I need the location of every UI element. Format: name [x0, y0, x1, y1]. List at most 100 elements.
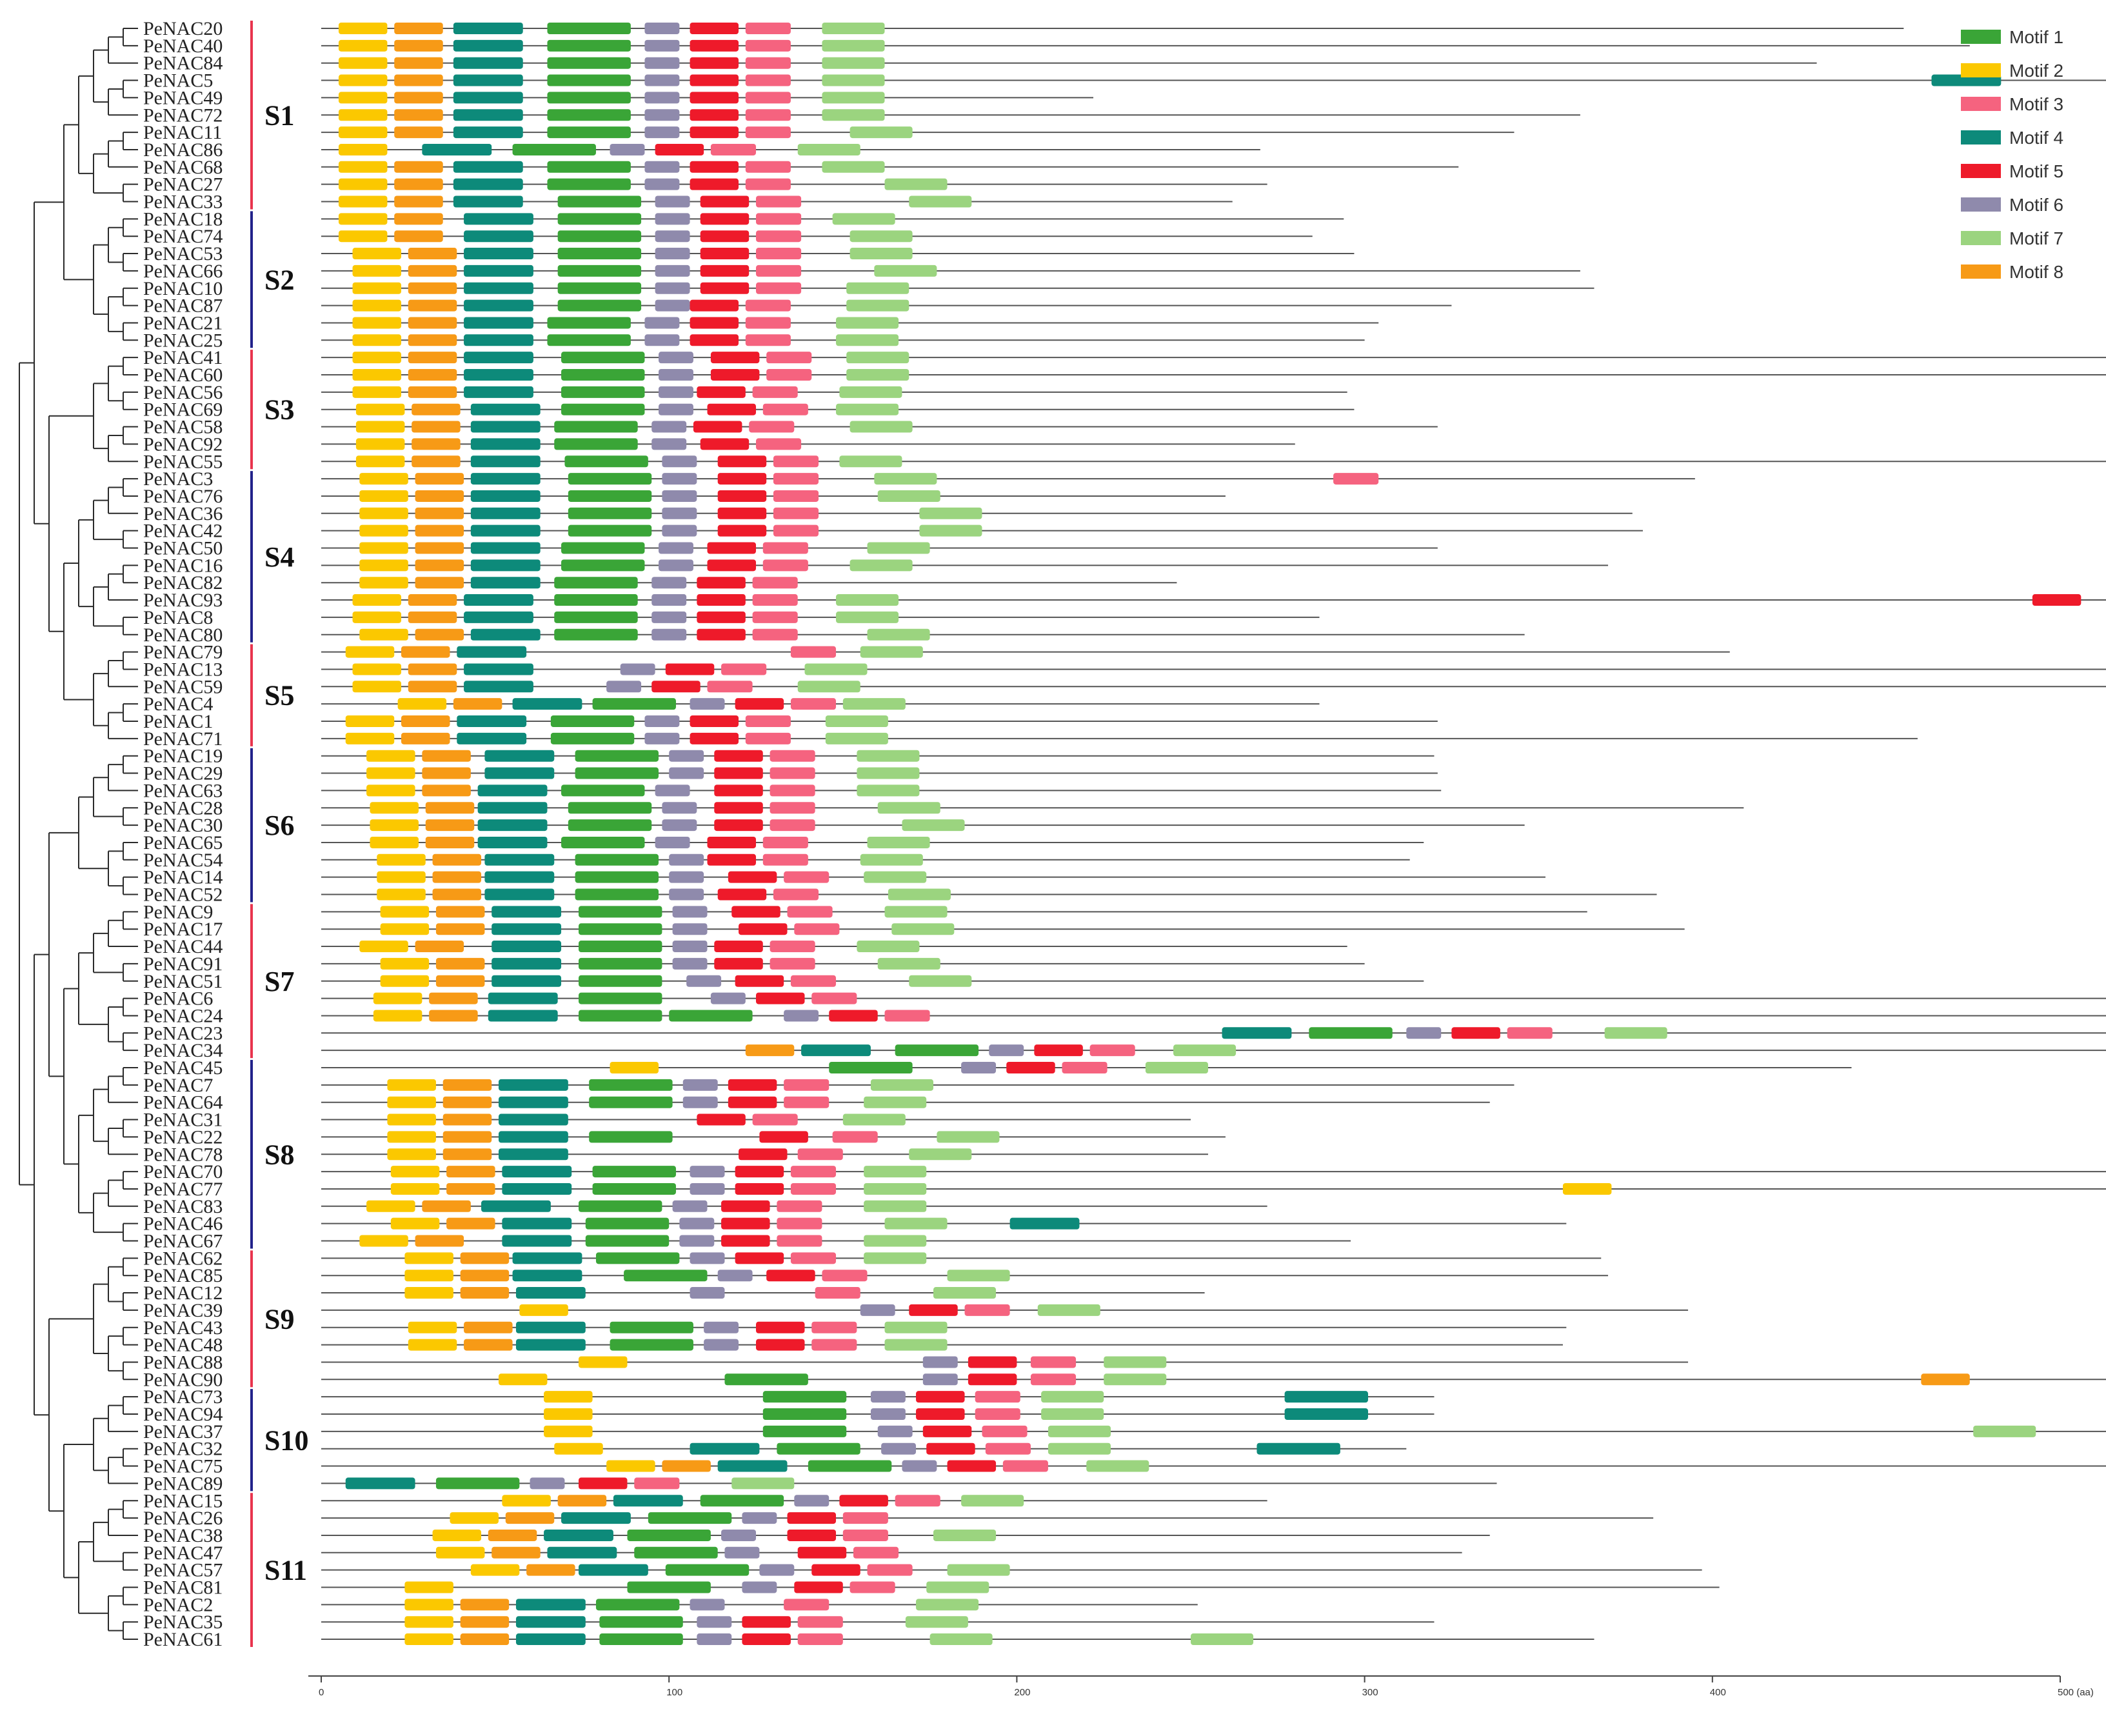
motif-box-m4: [1931, 74, 2002, 86]
motif-box-m7: [905, 1616, 968, 1628]
motif-box-m8: [442, 1148, 492, 1161]
motif-box-m2: [370, 836, 419, 848]
motif-box-m7: [902, 819, 965, 832]
axis-tick-label: 300: [1362, 1687, 1378, 1698]
motif-box-m1: [554, 577, 638, 589]
motif-box-m8: [394, 126, 443, 139]
motif-box-m1: [512, 143, 596, 155]
motif-box-m6: [651, 421, 687, 433]
motif-box-m4: [470, 559, 541, 572]
motif-box-m5: [714, 941, 763, 953]
motif-box-m6: [644, 109, 680, 121]
motif-box-m7: [822, 57, 885, 69]
track-PeNAC65: [321, 836, 1424, 848]
motif-box-m4: [492, 906, 562, 918]
track-PeNAC79: [321, 646, 1730, 658]
motif-box-m2: [359, 559, 408, 572]
motif-box-m7: [822, 109, 885, 121]
motif-box-m8: [412, 455, 461, 468]
gene-label: PeNAC43: [143, 1317, 223, 1339]
legend-swatch: [1961, 130, 2001, 145]
gene-label: PeNAC33: [143, 192, 223, 213]
motif-box-m6: [655, 282, 690, 294]
gene-label: PeNAC17: [143, 919, 223, 940]
track-PeNAC92: [321, 438, 1295, 450]
motif-box-m8: [446, 1166, 495, 1178]
motif-box-m3: [634, 1477, 680, 1490]
motif-box-m8: [415, 507, 464, 519]
motif-box-m2: [387, 1096, 436, 1108]
motif-box-m1: [547, 109, 631, 121]
motif-box-m6: [961, 1062, 997, 1073]
motif-box-m5: [717, 507, 767, 519]
gene-label: PeNAC67: [143, 1231, 223, 1252]
motif-box-m1: [627, 1581, 711, 1593]
gene-label: PeNAC24: [143, 1005, 223, 1026]
motif-box-m4: [345, 1477, 415, 1490]
motif-box-m2: [498, 1373, 548, 1386]
motif-box-m8: [745, 1044, 795, 1057]
motif-box-m1: [724, 1373, 808, 1386]
axis-tick-label: 100: [666, 1687, 682, 1698]
gene-label: PeNAC23: [143, 1023, 223, 1044]
gene-label: PeNAC62: [143, 1248, 223, 1269]
motif-box-m6: [870, 1391, 906, 1403]
track-PeNAC4: [321, 698, 1320, 710]
gene-label: PeNAC61: [143, 1629, 223, 1650]
motif-box-m1: [592, 698, 676, 710]
motif-box-m8: [408, 334, 457, 346]
motif-box-m5: [707, 403, 756, 415]
motif-box-m4: [492, 923, 562, 935]
motif-box-m8: [401, 715, 450, 727]
motif-box-m6: [651, 594, 687, 606]
motif-box-m4: [515, 1616, 586, 1628]
gene-label: PeNAC8: [143, 607, 213, 628]
track-PeNAC15: [321, 1495, 1267, 1507]
motif-box-m4: [484, 888, 555, 901]
motif-box-m4: [502, 1166, 572, 1178]
motif-box-m5: [579, 1477, 628, 1490]
motif-box-m2: [352, 594, 402, 606]
motif-box-m7: [1973, 1425, 2036, 1437]
motif-box-m4: [488, 992, 558, 1004]
motif-box-m2: [370, 802, 419, 814]
subgroup-label: S3: [264, 394, 294, 426]
motif-box-m5: [968, 1373, 1017, 1386]
track-PeNAC9: [321, 906, 1587, 918]
motif-box-m7: [1041, 1408, 1104, 1420]
motif-box-m2: [470, 1564, 520, 1576]
axis-tick-label: 0: [319, 1687, 324, 1698]
motif-box-m3: [790, 975, 837, 987]
track-PeNAC36: [321, 507, 1633, 519]
gene-label: PeNAC66: [143, 261, 223, 282]
motif-box-m3: [842, 1529, 888, 1541]
gene-label: PeNAC51: [143, 971, 223, 992]
motif-box-m7: [1041, 1391, 1104, 1403]
motif-box-m5: [707, 559, 756, 572]
motif-box-m7: [842, 1113, 906, 1126]
motif-box-m1: [554, 611, 638, 623]
motif-box-m3: [773, 888, 819, 901]
motif-box-m5: [710, 352, 760, 364]
motif-box-m8: [408, 369, 457, 381]
motif-box-m6: [655, 248, 690, 260]
subgroup-label: S8: [264, 1139, 294, 1170]
motif-box-m4: [515, 1633, 586, 1646]
motif-box-m5: [742, 1633, 791, 1646]
motif-box-m5: [916, 1391, 965, 1403]
motif-box-m2: [404, 1287, 453, 1299]
motif-box-m7: [1173, 1044, 1237, 1057]
gene-label: PeNAC72: [143, 105, 223, 126]
motif-box-m5: [651, 681, 700, 693]
motif-box-m6: [902, 1460, 937, 1472]
gene-label: PeNAC50: [143, 538, 223, 559]
motif-box-m2: [554, 1442, 603, 1455]
motif-box-m1: [648, 1512, 732, 1524]
gene-label: PeNAC36: [143, 503, 223, 524]
subgroup-label: S5: [264, 680, 294, 712]
motif-box-m7: [1104, 1373, 1167, 1386]
gene-label: PeNAC87: [143, 295, 223, 317]
motif-box-m1: [557, 230, 642, 243]
motif-box-m2: [404, 1581, 453, 1593]
track-PeNAC67: [321, 1235, 1351, 1247]
